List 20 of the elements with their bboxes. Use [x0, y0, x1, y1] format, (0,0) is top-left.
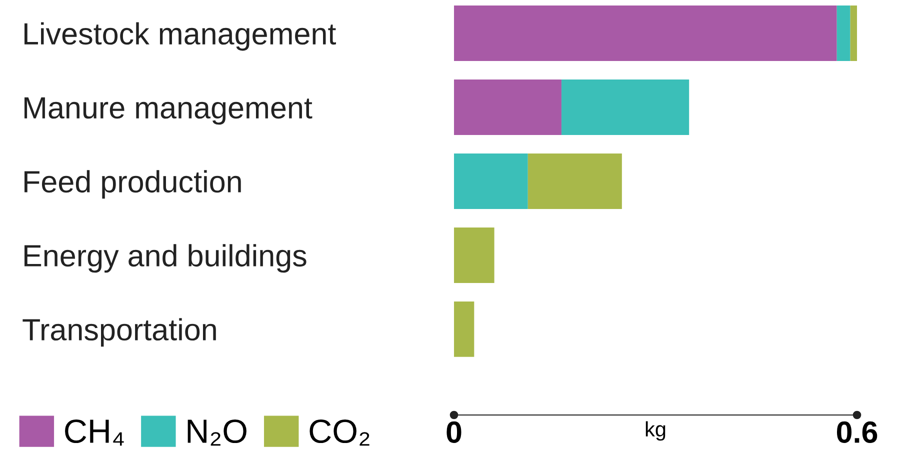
y-tick-label: Feed production — [24, 170, 241, 199]
bar — [454, 301, 474, 357]
bar — [836, 6, 850, 62]
bar — [561, 80, 690, 136]
bar — [454, 80, 562, 136]
legend-label: N₂O — [188, 419, 246, 446]
bar — [454, 154, 528, 209]
x-tick-label: 0 — [446, 421, 462, 443]
x-tick-label: 0.6 — [836, 421, 878, 443]
y-tick-label: Transportation — [22, 318, 216, 347]
y-tick-label: Livestock management — [24, 22, 336, 51]
legend-label: CO₂ — [310, 419, 370, 446]
x-axis-title: kg — [646, 421, 666, 441]
bar — [528, 154, 622, 209]
bar — [454, 6, 837, 62]
bar — [850, 6, 857, 62]
bar — [454, 227, 494, 283]
y-tick-label: Energy and buildings — [24, 244, 306, 273]
legend-label: CH₄ — [65, 419, 124, 446]
y-tick-label: Manure management — [24, 97, 312, 125]
